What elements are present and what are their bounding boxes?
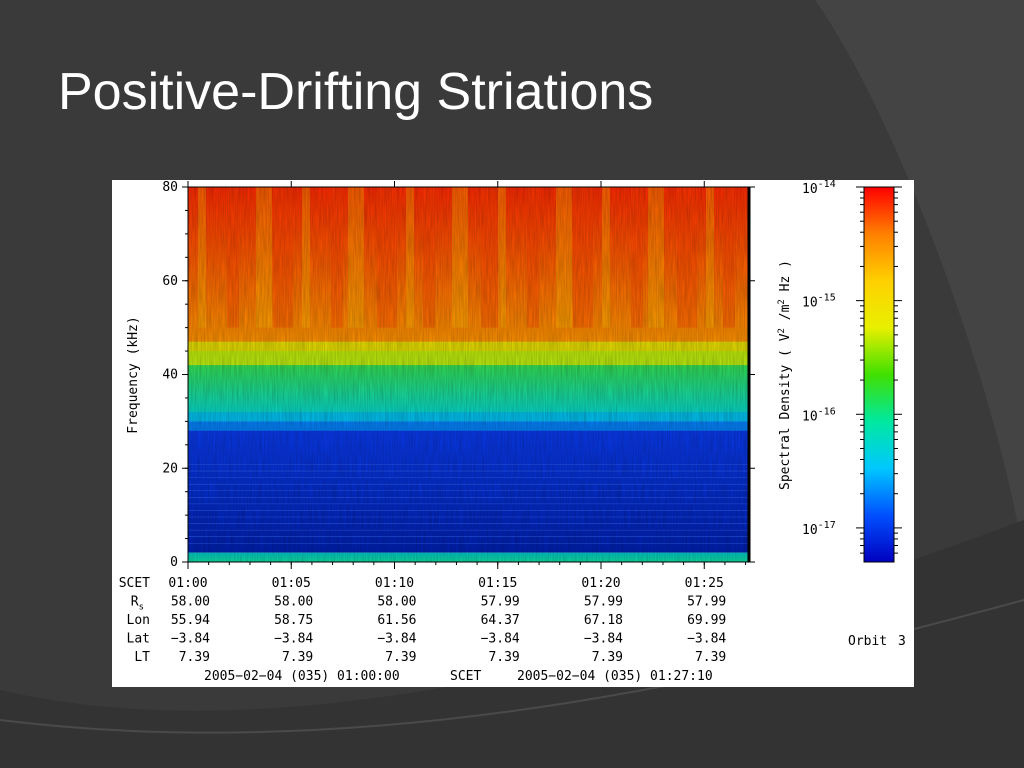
ephemeris-row-label: Lat — [127, 632, 150, 647]
ephemeris-value: 7.39 — [179, 650, 210, 665]
ephemeris-value: −3.84 — [274, 632, 313, 647]
x-tick-label: 01:10 — [375, 576, 414, 591]
colorbar-tick-exponent: -14 — [818, 180, 836, 190]
ephemeris-value: −3.84 — [171, 632, 210, 647]
y-tick-label: 20 — [162, 461, 178, 476]
ephemeris-table: SCET 01:00 01:05 01:10 01:15 01:20 01:25 Rs 58.0… — [119, 576, 727, 665]
ephemeris-value: 7.39 — [695, 650, 726, 665]
ephemeris-value: 61.56 — [377, 613, 416, 628]
colorbar-label-part-1: Spectral Density ( V — [778, 333, 793, 490]
x-tick-label: 01:00 — [168, 576, 207, 591]
x-axis — [187, 181, 747, 569]
ephemeris-value: 57.99 — [481, 595, 520, 610]
y-tick-label: 60 — [162, 274, 178, 289]
ephemeris-value: 58.00 — [274, 595, 313, 610]
ephemeris-value: 58.75 — [274, 613, 313, 628]
scet-label-bottom: SCET — [450, 669, 481, 684]
colorbar-label-sup-2: 2 — [777, 299, 787, 304]
ephemeris-value: 64.37 — [481, 613, 520, 628]
colorbar-tick-exponent: -16 — [818, 406, 836, 417]
colorbar-tick-exponent: -17 — [818, 520, 836, 531]
colorbar-tick-label: 10-17 — [802, 520, 836, 538]
colorbar-tick-label: 10-16 — [802, 406, 836, 424]
spectrogram-svg: 0 20 40 60 80 Frequency (kHz) 10-14 10-15 10-1… — [119, 180, 906, 684]
start-time-label: 2005−02−04 (035) 01:00:00 — [204, 669, 400, 684]
colorbar-tick-label: 10-15 — [802, 293, 836, 311]
ephemeris-value: −3.84 — [377, 632, 416, 647]
noise-overlay — [188, 187, 749, 562]
colorbar-label-sup-1: 2 — [777, 328, 787, 333]
y-tick-label: 80 — [162, 180, 178, 195]
x-tick-label: 01:20 — [581, 576, 620, 591]
colorbar-label-part-2: /m — [778, 304, 793, 328]
background-swoosh-bottom — [0, 520, 1024, 768]
colorbar-tick-exponent: -15 — [818, 293, 836, 304]
background-swoosh-line — [0, 599, 1024, 734]
ephemeris-row-label-sub: s — [139, 603, 144, 613]
ephemeris-value: −3.84 — [481, 632, 520, 647]
ephemeris-value: 58.00 — [171, 595, 210, 610]
ephemeris-value: 7.39 — [282, 650, 313, 665]
ephemeris-value: 69.99 — [687, 613, 726, 628]
orbit-value: 3 — [898, 634, 906, 649]
y-tick-label: 40 — [162, 368, 178, 383]
colorbar-label-part-3: Hz ) — [778, 260, 793, 299]
ephemeris-value: −3.84 — [687, 632, 726, 647]
x-tick-label: 01:25 — [685, 576, 724, 591]
background-swoosh-right — [815, 0, 1024, 560]
ephemeris-value: 58.00 — [377, 595, 416, 610]
ephemeris-value: 57.99 — [687, 595, 726, 610]
spectrogram-plot-area — [188, 187, 749, 562]
ephemeris-row-label: SCET — [119, 576, 150, 591]
x-tick-label: 01:05 — [272, 576, 311, 591]
colorbar — [863, 186, 895, 563]
ephemeris-row-label: Rs — [131, 595, 144, 613]
ephemeris-value: 7.39 — [592, 650, 623, 665]
ephemeris-value: 57.99 — [584, 595, 623, 610]
ephemeris-row-label: LT — [134, 650, 150, 665]
colorbar-tick-label: 10-14 — [802, 180, 836, 197]
x-tick-label: 01:15 — [478, 576, 517, 591]
y-axis: 0 20 40 60 80 — [162, 180, 755, 570]
ephemeris-value: 67.18 — [584, 613, 623, 628]
ephemeris-value: −3.84 — [584, 632, 623, 647]
orbit-label: Orbit — [848, 634, 887, 649]
y-tick-label: 0 — [170, 555, 178, 570]
ephemeris-value: 55.94 — [171, 613, 210, 628]
colorbar-label: Spectral Density ( V2 /m2 Hz ) — [777, 260, 793, 490]
slide-title: Positive-Drifting Striations — [58, 63, 654, 121]
ephemeris-value: 7.39 — [385, 650, 416, 665]
y-axis-label: Frequency (kHz) — [126, 316, 141, 433]
end-time-label: 2005−02−04 (035) 01:27:10 — [517, 669, 713, 684]
spectrogram-figure: 0 20 40 60 80 Frequency (kHz) 10-14 10-15 10-1… — [112, 180, 914, 687]
ephemeris-row-label: Lon — [127, 613, 150, 628]
ephemeris-value: 7.39 — [488, 650, 519, 665]
